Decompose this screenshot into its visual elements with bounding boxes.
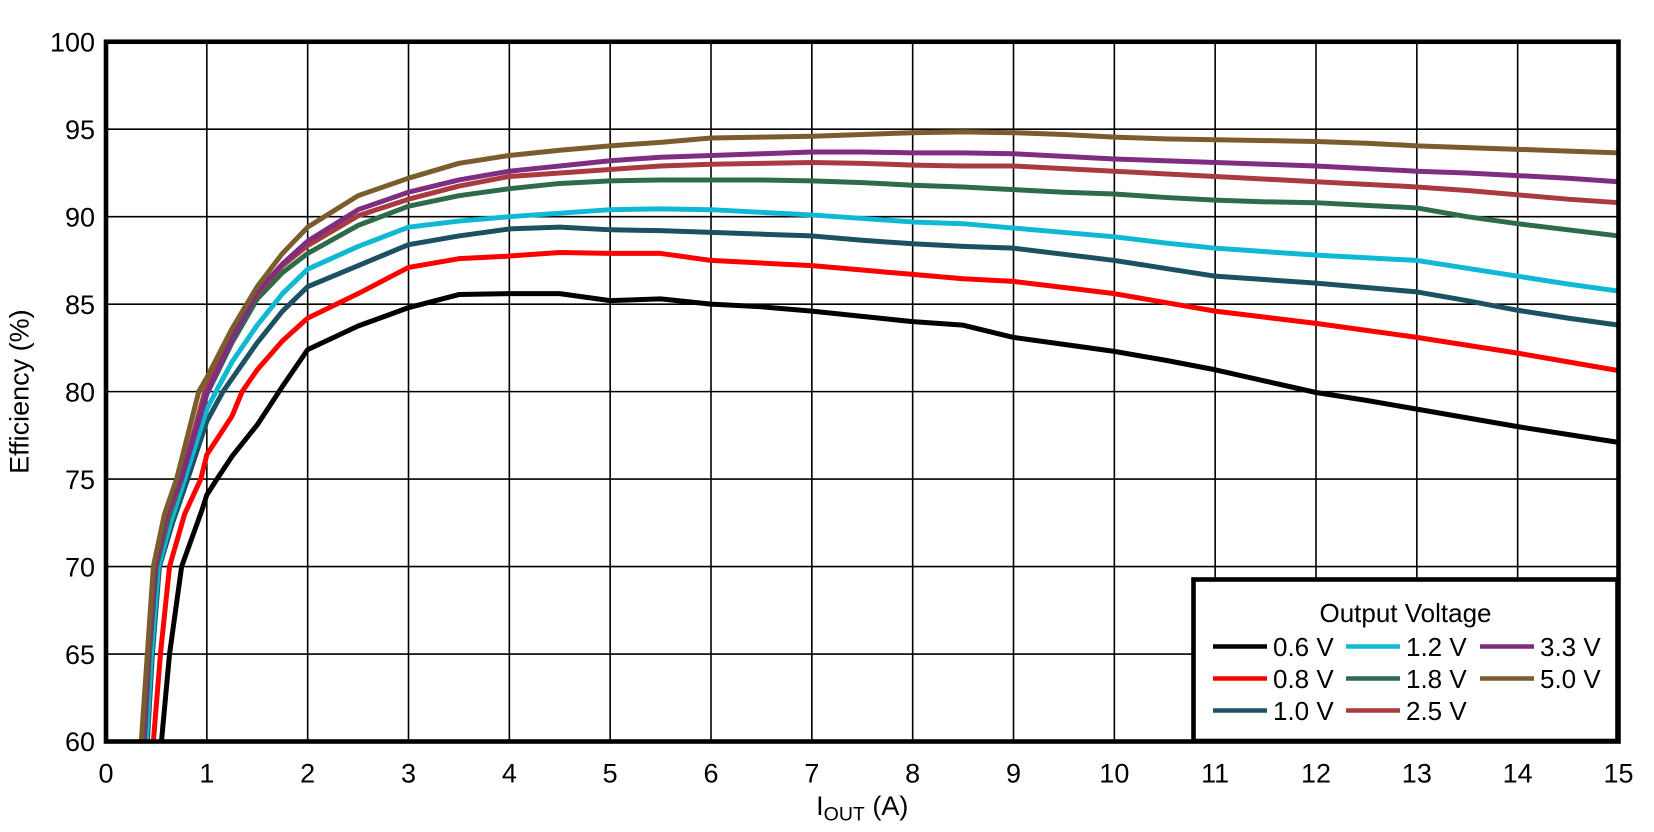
curve-1.0-V	[144, 224, 1619, 742]
y-tick-label: 80	[65, 377, 95, 407]
y-tick-label: 95	[65, 115, 95, 145]
legend-label: 1.2 V	[1406, 632, 1467, 662]
x-tick-label: 13	[1402, 759, 1432, 789]
legend: Output Voltage 0.6 V0.8 V1.0 V 1.2 V1.8 V2…	[1191, 577, 1620, 744]
legend-label: 3.3 V	[1540, 632, 1601, 662]
x-tick-label: 1	[199, 759, 214, 789]
grid-lines	[106, 41, 1619, 742]
legend-item: 0.6 V	[1213, 632, 1334, 662]
y-tick-label: 75	[65, 465, 95, 495]
x-tick-label: 2	[300, 759, 315, 789]
x-tick-label: 11	[1201, 759, 1229, 789]
legend-box	[1191, 577, 1620, 744]
x-tick-label: 0	[98, 759, 113, 789]
curve-3.3-V	[140, 149, 1619, 742]
x-tick-label: 7	[804, 759, 819, 789]
curve-5.0-V	[138, 129, 1619, 742]
curve-0.6-V	[158, 291, 1619, 742]
curve-0.8-V	[150, 250, 1619, 742]
legend-item: 5.0 V	[1480, 664, 1601, 694]
y-tick-label: 100	[50, 27, 95, 57]
legend-label: 1.8 V	[1406, 664, 1467, 694]
legend-label: 1.0 V	[1273, 696, 1334, 726]
legend-item: 2.5 V	[1346, 696, 1467, 726]
y-axis-title: Efficiency (%)	[5, 309, 35, 474]
legend-label: 0.6 V	[1273, 632, 1334, 662]
legend-item: 1.0 V	[1213, 696, 1334, 726]
legend-label: 5.0 V	[1540, 664, 1601, 694]
plot-frame	[103, 39, 1621, 744]
legend-item: 0.8 V	[1213, 664, 1334, 694]
y-tick-label: 70	[65, 552, 95, 582]
x-tick-label: 8	[905, 759, 920, 789]
x-tick-label: 10	[1099, 759, 1129, 789]
x-axis-title: IOUT (A)	[816, 791, 908, 826]
x-tick-label: 9	[1006, 759, 1021, 789]
x-tick-label: 5	[603, 759, 618, 789]
x-tick-labels: 0 1 2 3 4 5 6 7 8 9 10 11 12 13 14 15	[98, 759, 1633, 789]
y-tick-label: 60	[65, 727, 95, 757]
x-tick-label: 14	[1503, 759, 1533, 789]
legend-item: 3.3 V	[1480, 632, 1601, 662]
x-tick-label: 6	[703, 759, 718, 789]
y-tick-labels: 60 65 70 75 80 85 90 95 100	[50, 27, 95, 757]
x-tick-label: 12	[1301, 759, 1331, 789]
legend-item: 1.2 V	[1346, 632, 1467, 662]
legend-label: 2.5 V	[1406, 696, 1467, 726]
x-tick-label: 3	[401, 759, 416, 789]
curve-1.2-V	[143, 206, 1619, 742]
y-tick-label: 65	[65, 640, 95, 670]
x-tick-label: 15	[1603, 759, 1633, 789]
data-curves	[138, 129, 1619, 742]
y-tick-label: 90	[65, 202, 95, 232]
legend-title: Output Voltage	[1319, 598, 1491, 628]
legend-item: 1.8 V	[1346, 664, 1467, 694]
y-tick-label: 85	[65, 290, 95, 320]
x-tick-label: 4	[502, 759, 517, 789]
legend-label: 0.8 V	[1273, 664, 1334, 694]
